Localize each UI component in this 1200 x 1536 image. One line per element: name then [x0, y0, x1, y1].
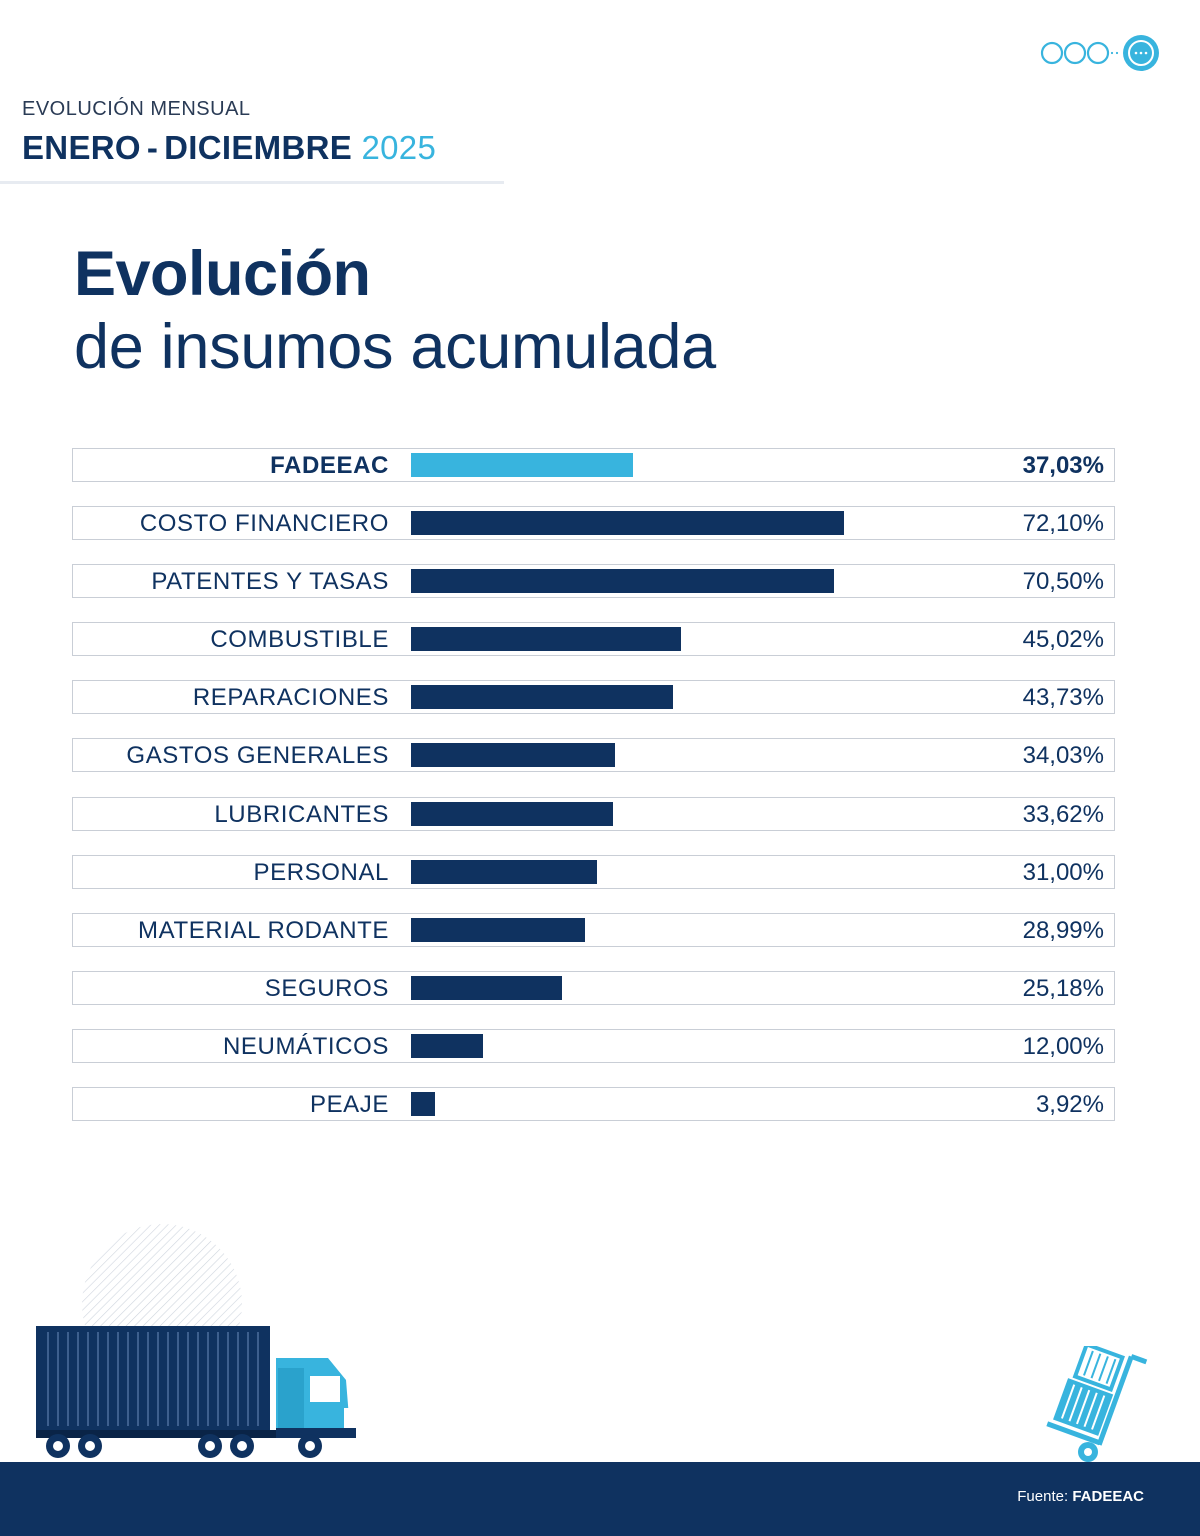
bar-value-label: 25,18% — [1022, 974, 1104, 1002]
bar-chart: FADEEAC 37,03% COSTO FINANCIERO 72,10% PATEN… — [72, 448, 1115, 1145]
bar-value-label: 33,62% — [1022, 800, 1104, 828]
source-name: FADEEAC — [1072, 1488, 1144, 1505]
header-divider — [0, 181, 504, 184]
chart-title-line2: de insumos acumulada — [74, 312, 716, 382]
bar-row: PATENTES Y TASAS 70,50% — [72, 564, 1115, 599]
bar-value-label: 43,73% — [1022, 684, 1104, 712]
truck-illustration — [36, 1224, 356, 1458]
bar-value-label: 31,00% — [1022, 858, 1104, 886]
bar-row: COMBUSTIBLE 45,02% — [72, 622, 1115, 657]
bar-row: SEGUROS 25,18% — [72, 970, 1115, 1005]
bar — [411, 627, 682, 652]
chart-title: Evolución de insumos acumulada — [74, 243, 716, 379]
report-header: EVOLUCIÓN MENSUAL ENERO - DICIEMBRE 2025 — [22, 98, 436, 167]
bar — [411, 801, 613, 826]
chart-title-line1: Evolución — [74, 239, 371, 309]
bar-label: NEUMÁTICOS — [222, 1032, 389, 1060]
bar-value-label: 72,10% — [1022, 510, 1104, 538]
bar-value-label: 70,50% — [1022, 568, 1104, 596]
bar-label: MATERIAL RODANTE — [138, 916, 389, 944]
bar — [411, 511, 844, 536]
bar — [411, 743, 616, 768]
bar-value-label: 3,92% — [1035, 1091, 1104, 1119]
brand-logo-icon — [1040, 35, 1159, 71]
bar-row: REPARACIONES 43,73% — [72, 680, 1115, 715]
bar — [411, 975, 563, 1000]
bar — [411, 1033, 483, 1058]
bar-label: GASTOS GENERALES — [126, 742, 389, 770]
bar-label: SEGUROS — [264, 974, 389, 1002]
bar-label: PEAJE — [309, 1091, 389, 1119]
bar — [411, 685, 674, 710]
bar-value-label: 37,03% — [1022, 452, 1104, 479]
bar-value-label: 28,99% — [1022, 916, 1104, 944]
bar-label: REPARACIONES — [192, 684, 389, 712]
report-kicker: EVOLUCIÓN MENSUAL — [22, 98, 251, 120]
bar-label: PERSONAL — [253, 858, 389, 886]
period-end: DICIEMBRE — [164, 129, 353, 166]
bar — [411, 1092, 435, 1117]
bar — [411, 453, 634, 477]
bar-label: FADEEAC — [270, 452, 389, 479]
bar — [411, 569, 834, 594]
bar-value-label: 45,02% — [1022, 626, 1104, 654]
bar-row: GASTOS GENERALES 34,03% — [72, 738, 1115, 773]
bar-label: COMBUSTIBLE — [210, 626, 389, 654]
bar-value-label: 12,00% — [1022, 1032, 1104, 1060]
footer-bar: Fuente: FADEEAC — [0, 1462, 1200, 1536]
bar-row: PERSONAL 31,00% — [72, 854, 1115, 889]
source-credit: Fuente: FADEEAC — [1017, 1488, 1144, 1505]
period-start: ENERO — [22, 129, 141, 166]
bar-row: LUBRICANTES 33,62% — [72, 796, 1115, 831]
bar-label: PATENTES Y TASAS — [151, 568, 389, 596]
bar-label: LUBRICANTES — [214, 800, 389, 828]
source-label: Fuente: — [1017, 1488, 1069, 1505]
bar-row: FADEEAC 37,03% — [72, 448, 1115, 482]
bar — [411, 859, 597, 884]
hand-truck-illustration — [1046, 1346, 1148, 1462]
bar-row: NEUMÁTICOS 12,00% — [72, 1028, 1115, 1063]
report-period: ENERO - DICIEMBRE 2025 — [22, 129, 437, 166]
bar-row: MATERIAL RODANTE 28,99% — [72, 912, 1115, 947]
bar-value-label: 34,03% — [1022, 742, 1104, 770]
bar — [411, 917, 585, 942]
bar-label: COSTO FINANCIERO — [139, 510, 389, 538]
bar-row: COSTO FINANCIERO 72,10% — [72, 506, 1115, 541]
period-year: 2025 — [361, 129, 437, 166]
bar-row: PEAJE 3,92% — [72, 1087, 1115, 1122]
